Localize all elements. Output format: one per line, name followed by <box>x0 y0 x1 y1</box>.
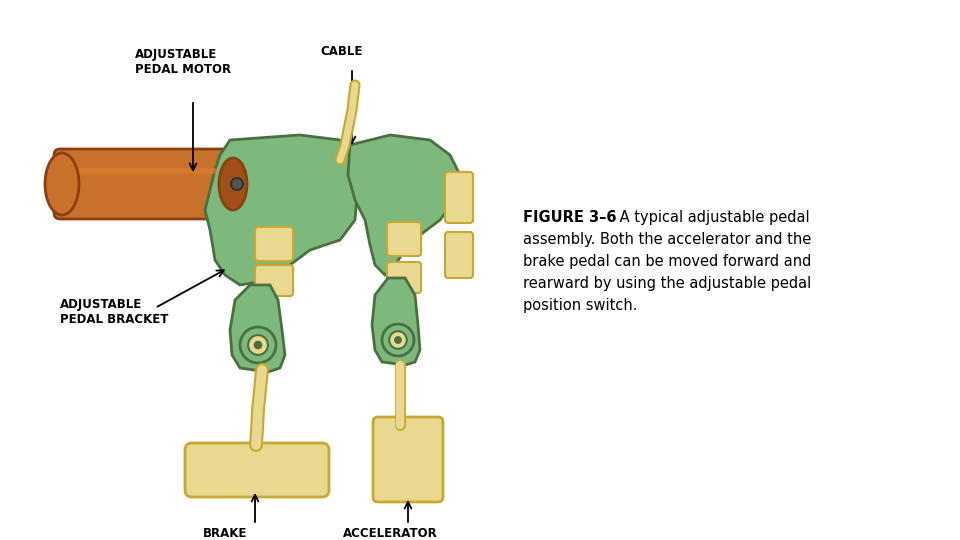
Text: ADJUSTABLE
PEDAL MOTOR: ADJUSTABLE PEDAL MOTOR <box>135 48 231 76</box>
Circle shape <box>240 327 276 363</box>
Ellipse shape <box>45 153 79 215</box>
FancyBboxPatch shape <box>54 149 241 219</box>
FancyBboxPatch shape <box>445 172 473 223</box>
Text: position switch.: position switch. <box>523 298 637 313</box>
Text: ACCELERATOR
PEDAL: ACCELERATOR PEDAL <box>343 527 438 540</box>
Polygon shape <box>348 135 460 275</box>
FancyBboxPatch shape <box>387 222 421 256</box>
Polygon shape <box>230 285 285 372</box>
Polygon shape <box>190 443 325 490</box>
Circle shape <box>389 331 407 349</box>
Text: A typical adjustable pedal: A typical adjustable pedal <box>615 210 809 225</box>
Text: ADJUSTABLE
PEDAL BRACKET: ADJUSTABLE PEDAL BRACKET <box>60 298 168 326</box>
Text: CABLE: CABLE <box>320 45 362 58</box>
FancyBboxPatch shape <box>445 232 473 278</box>
FancyBboxPatch shape <box>373 417 443 502</box>
Circle shape <box>382 324 414 356</box>
Circle shape <box>248 335 268 355</box>
Ellipse shape <box>219 158 247 210</box>
Polygon shape <box>205 135 360 285</box>
Text: rearward by using the adjustable pedal: rearward by using the adjustable pedal <box>523 276 811 291</box>
Circle shape <box>395 337 401 343</box>
Circle shape <box>254 341 261 349</box>
Circle shape <box>231 178 243 190</box>
FancyBboxPatch shape <box>185 443 329 497</box>
Text: BRAKE
PEDAL: BRAKE PEDAL <box>203 527 247 540</box>
FancyBboxPatch shape <box>255 227 293 261</box>
FancyBboxPatch shape <box>387 262 421 293</box>
Text: assembly. Both the accelerator and the: assembly. Both the accelerator and the <box>523 232 811 247</box>
Text: brake pedal can be moved forward and: brake pedal can be moved forward and <box>523 254 811 269</box>
FancyBboxPatch shape <box>255 265 293 296</box>
Text: FIGURE 3–6: FIGURE 3–6 <box>523 210 616 225</box>
Polygon shape <box>372 278 420 365</box>
